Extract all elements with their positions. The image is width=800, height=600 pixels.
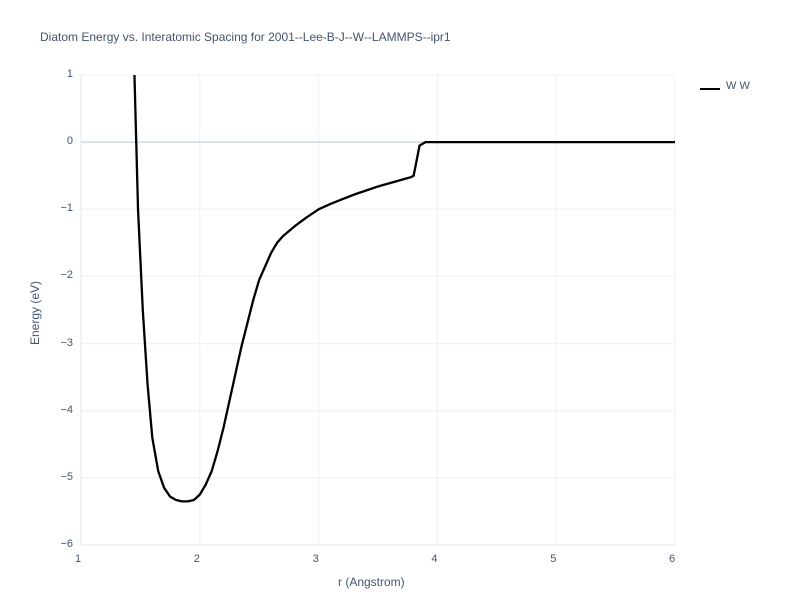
y-tick-label: 0 bbox=[67, 135, 73, 147]
legend-swatch bbox=[700, 88, 720, 90]
y-tick-label: −6 bbox=[60, 538, 73, 550]
x-axis-label: r (Angstrom) bbox=[338, 575, 405, 589]
x-tick-label: 1 bbox=[75, 553, 81, 565]
x-tick-label: 4 bbox=[431, 553, 437, 565]
chart-line-plot bbox=[0, 0, 800, 600]
y-tick-label: −2 bbox=[60, 269, 73, 281]
y-tick-label: −1 bbox=[60, 202, 73, 214]
x-tick-label: 2 bbox=[194, 553, 200, 565]
chart-title: Diatom Energy vs. Interatomic Spacing fo… bbox=[40, 30, 451, 44]
y-axis-label: Energy (eV) bbox=[28, 281, 42, 345]
y-tick-label: 1 bbox=[67, 68, 73, 80]
x-tick-label: 6 bbox=[669, 553, 675, 565]
y-tick-label: −5 bbox=[60, 471, 73, 483]
y-tick-label: −4 bbox=[60, 404, 73, 416]
x-tick-label: 3 bbox=[313, 553, 319, 565]
y-tick-label: −3 bbox=[60, 337, 73, 349]
x-tick-label: 5 bbox=[550, 553, 556, 565]
legend-label: W W bbox=[726, 80, 750, 92]
